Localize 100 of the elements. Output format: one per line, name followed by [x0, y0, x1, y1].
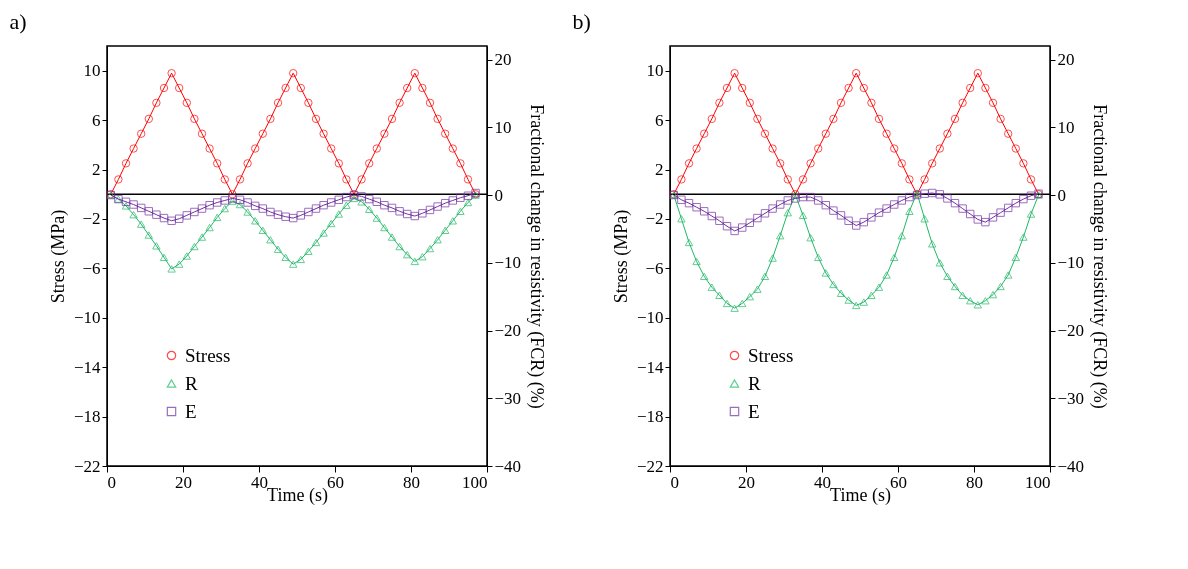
point — [395, 242, 404, 251]
y-tick-label: −10 — [636, 308, 664, 328]
point — [258, 204, 268, 213]
point — [867, 213, 876, 222]
point — [197, 129, 207, 138]
point — [456, 159, 465, 168]
point — [798, 175, 808, 184]
point — [136, 220, 146, 228]
point — [806, 159, 815, 168]
point — [760, 129, 770, 138]
point — [783, 196, 793, 205]
y2-tick-label: 0 — [494, 185, 503, 205]
point — [1011, 198, 1021, 208]
y2-tick-label: −10 — [494, 253, 522, 273]
point — [159, 253, 169, 262]
x-tick-label: 40 — [814, 472, 831, 492]
point — [212, 213, 222, 222]
point — [882, 271, 891, 279]
y2-tick-label: −20 — [494, 321, 522, 341]
point — [927, 240, 937, 248]
point — [958, 204, 967, 213]
point — [212, 159, 222, 168]
point — [144, 207, 154, 216]
point — [190, 207, 199, 217]
point — [380, 200, 389, 210]
y-tick-label: −18 — [636, 407, 664, 427]
y2-tick-label: 10 — [1057, 117, 1075, 137]
point — [943, 194, 952, 203]
point — [920, 175, 929, 184]
point — [988, 290, 998, 299]
point — [791, 194, 800, 203]
point — [699, 129, 709, 138]
point — [342, 175, 351, 184]
point — [806, 234, 815, 242]
point — [304, 207, 313, 217]
y2-tick-label: −30 — [1057, 388, 1085, 408]
point — [920, 189, 929, 198]
y-tick-label: −2 — [82, 209, 101, 229]
point — [395, 207, 404, 216]
point — [380, 223, 389, 232]
point — [753, 114, 762, 124]
point — [319, 229, 328, 237]
point — [129, 210, 138, 219]
point — [296, 83, 306, 93]
point — [440, 226, 450, 234]
point — [935, 144, 945, 153]
y2-tick-label: 20 — [494, 50, 512, 70]
y-tick-label: −2 — [645, 209, 664, 229]
point — [121, 197, 131, 207]
point — [996, 114, 1005, 124]
point — [950, 114, 960, 124]
legend-label: E — [185, 400, 197, 422]
point — [958, 98, 967, 108]
point — [829, 206, 838, 215]
point — [722, 299, 732, 308]
point — [859, 298, 869, 306]
y-tick-label: 6 — [92, 110, 101, 130]
point — [684, 159, 694, 168]
point — [364, 194, 374, 204]
x-tick-label: 100 — [1025, 472, 1051, 492]
point — [859, 83, 869, 93]
point — [1026, 175, 1036, 184]
point — [235, 175, 245, 184]
point — [380, 129, 389, 138]
point — [418, 252, 427, 261]
point — [996, 208, 1005, 217]
x-tick-label: 80 — [403, 472, 420, 492]
point — [266, 207, 275, 217]
point — [144, 114, 154, 124]
y-tick-label: 10 — [83, 61, 101, 81]
point — [197, 204, 207, 213]
point — [950, 282, 960, 291]
point — [722, 83, 732, 93]
point — [821, 200, 831, 210]
point — [410, 257, 420, 266]
point — [1011, 253, 1021, 262]
point — [692, 203, 701, 212]
point — [813, 144, 823, 153]
point — [342, 201, 351, 209]
point — [943, 129, 952, 138]
point — [258, 226, 268, 234]
point — [448, 144, 458, 153]
x-axis-title: Time (s) — [267, 484, 328, 506]
y2-tick-label: 10 — [494, 117, 512, 137]
point — [152, 98, 161, 108]
legend-label: R — [748, 372, 761, 394]
point — [882, 129, 891, 138]
point — [433, 236, 442, 244]
point — [220, 196, 230, 205]
chart-title: b) — [572, 9, 591, 34]
point — [372, 144, 382, 153]
y-tick-label: −14 — [73, 357, 101, 377]
point — [836, 289, 846, 297]
point — [889, 144, 899, 153]
point — [463, 198, 473, 207]
point — [699, 272, 709, 281]
point — [174, 260, 184, 268]
x-tick-label: 60 — [890, 472, 907, 492]
point — [836, 211, 846, 220]
point — [342, 192, 351, 202]
